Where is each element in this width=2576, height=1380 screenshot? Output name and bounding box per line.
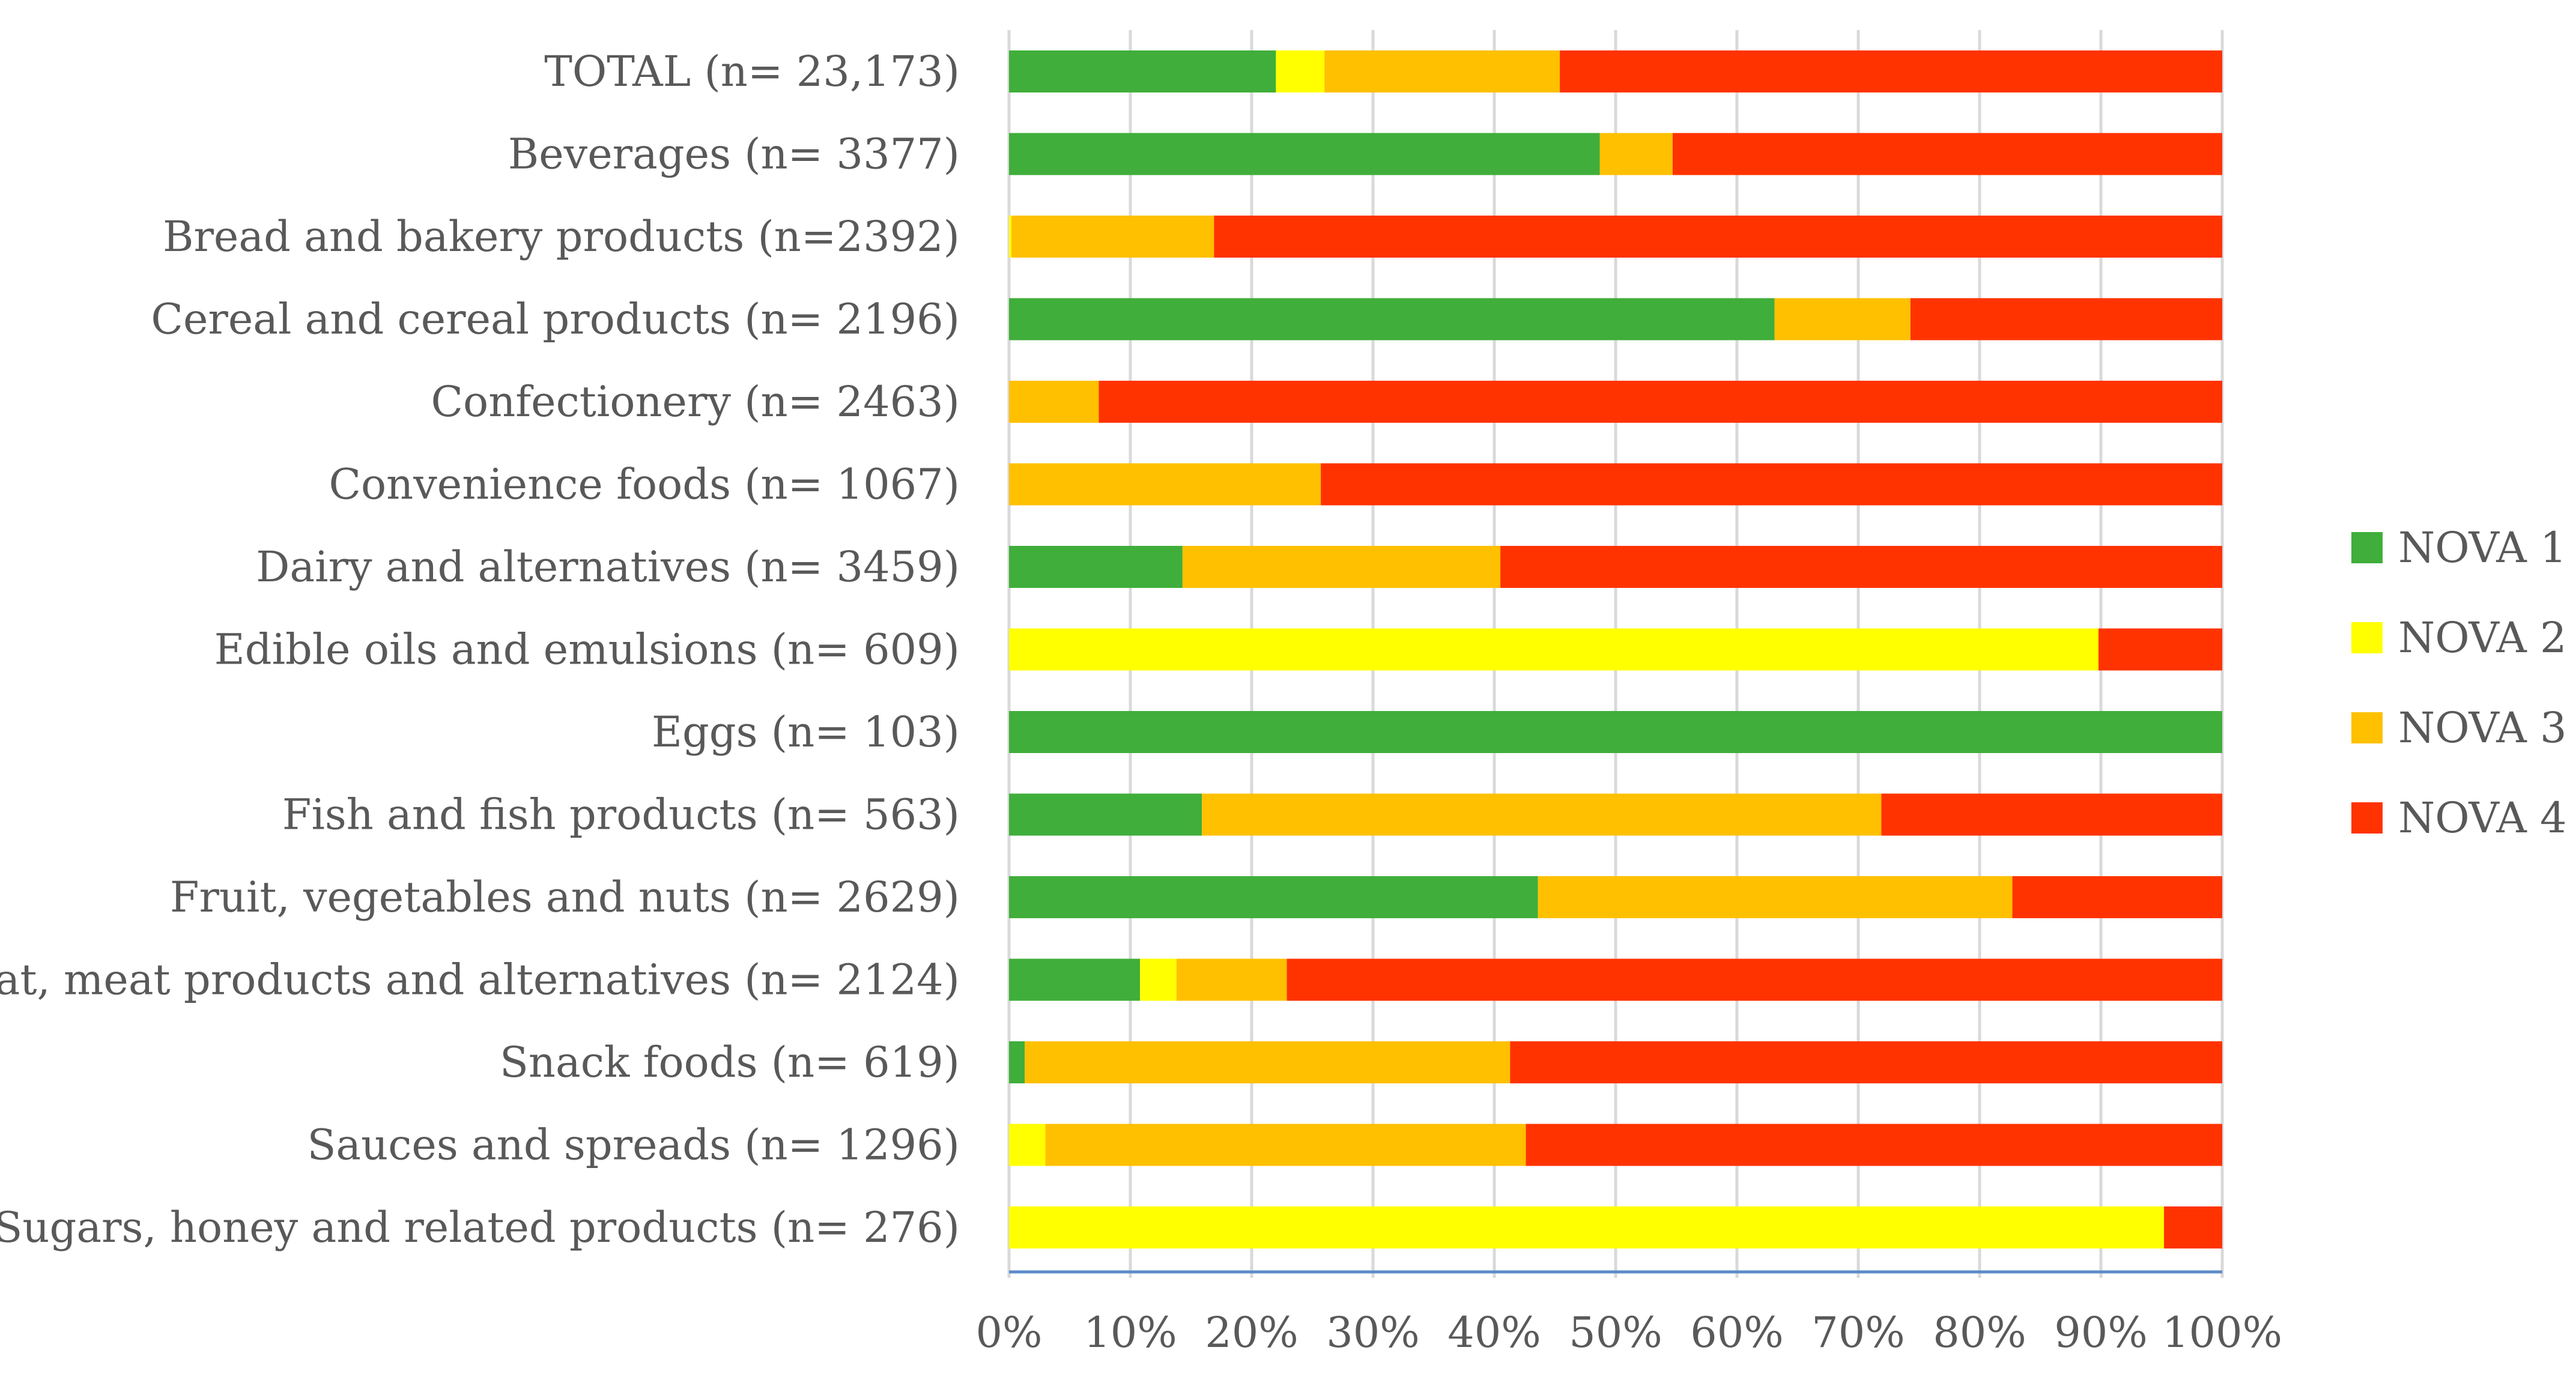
category-label: Fruit, vegetables and nuts (n= 2629) [170,873,960,922]
bar-nova-4-0 [1560,50,2222,92]
bar-nova-1-8 [1009,711,2222,753]
bar-nova-1-1 [1009,133,1600,175]
bar-nova-4-4 [1099,381,2222,423]
category-label: Beverages (n= 3377) [508,130,960,179]
bar-nova-3-10 [1538,876,2013,918]
legend-label: NOVA 2 [2398,613,2567,662]
x-tick-label: 90% [2054,1308,2148,1357]
bar-nova-3-0 [1324,50,1560,92]
bar-nova-2-2 [1009,216,1012,258]
bar-nova-2-13 [1009,1124,1046,1166]
x-tick-label: 60% [1690,1308,1784,1357]
category-label: Confectionery (n= 2463) [431,377,960,426]
x-tick-label: 40% [1447,1308,1541,1357]
bar-nova-3-2 [1011,216,1214,258]
legend: NOVA 1 NOVA 2 NOVA 3 NOVA 4 [2351,523,2567,843]
bar-nova-4-5 [1321,463,2222,506]
bar-nova-4-7 [2098,628,2222,671]
bar-nova-1-12 [1009,1041,1025,1083]
x-tick-label: 20% [1205,1308,1299,1357]
x-tick-label: 100% [2162,1308,2282,1357]
category-labels: TOTAL (n= 23,173) Beverages (n= 3377) Brea… [0,47,960,1252]
legend-swatch-nova-2 [2351,622,2383,653]
bar-nova-3-4 [1009,381,1099,423]
bar-nova-4-10 [2012,876,2222,918]
bar-nova-4-9 [1881,793,2222,836]
bar-nova-3-6 [1182,546,1501,588]
category-label: Meat, meat products and alternatives (n=… [0,955,960,1005]
bar-nova-1-3 [1009,298,1775,340]
x-tick-label: 0% [975,1308,1042,1357]
bar-nova-1-9 [1009,793,1202,836]
category-label: Convenience foods (n= 1067) [329,460,960,509]
bar-nova-4-12 [1510,1041,2222,1083]
category-label: Cereal and cereal products (n= 2196) [151,295,960,344]
category-label: Snack foods (n= 619) [500,1038,960,1087]
bar-nova-2-7 [1009,628,2099,671]
x-tick-label: 10% [1083,1308,1177,1357]
category-label: Sugars, honey and related products (n= 2… [0,1203,960,1252]
bar-nova-3-1 [1599,133,1673,175]
category-label: Eggs (n= 103) [652,707,960,757]
bar-nova-1-6 [1009,546,1183,588]
category-label: Sauces and spreads (n= 1296) [307,1121,960,1170]
bar-nova-1-0 [1009,50,1276,92]
bar-nova-4-14 [2164,1206,2222,1248]
bar-nova-2-11 [1140,958,1177,1001]
legend-swatch-nova-1 [2351,532,2383,563]
bar-nova-4-13 [1526,1124,2222,1166]
legend-swatch-nova-3 [2351,712,2383,743]
bar-nova-2-0 [1276,50,1325,92]
bar-nova-4-3 [1910,298,2222,340]
bar-nova-3-13 [1045,1124,1526,1166]
x-tick-label: 50% [1569,1308,1662,1357]
bar-nova-3-9 [1202,793,1882,836]
bar-nova-1-11 [1009,958,1141,1001]
x-tick-label: 70% [1811,1308,1905,1357]
category-label: Fish and fish products (n= 563) [282,790,960,840]
category-label: Edible oils and emulsions (n= 609) [214,625,960,674]
x-axis: 0% 10% 20% 30% 40% 50% 60% 70% 80% 90% 100% [975,1270,2282,1357]
legend-label: NOVA 4 [2398,793,2567,843]
bar-nova-2-14 [1009,1206,2165,1248]
legend-label: NOVA 3 [2398,703,2567,752]
bar-nova-3-12 [1025,1041,1511,1083]
x-tick-label: 30% [1326,1308,1420,1357]
category-label: Dairy and alternatives (n= 3459) [256,542,960,592]
category-label: Bread and bakery products (n=2392) [163,212,960,261]
bar-nova-4-1 [1672,133,2222,175]
bar-nova-3-5 [1009,463,1321,506]
bar-nova-3-11 [1176,958,1287,1001]
bar-nova-4-6 [1500,546,2222,588]
legend-label: NOVA 1 [2398,523,2567,572]
bar-nova-4-2 [1214,216,2222,258]
category-label: TOTAL (n= 23,173) [544,47,960,96]
bar-nova-3-3 [1774,298,1911,340]
legend-swatch-nova-4 [2351,802,2383,834]
bar-nova-4-11 [1286,958,2222,1001]
x-tick-label: 80% [1933,1308,2026,1357]
bar-nova-1-10 [1009,876,1538,918]
bar-series [1009,50,2222,1248]
